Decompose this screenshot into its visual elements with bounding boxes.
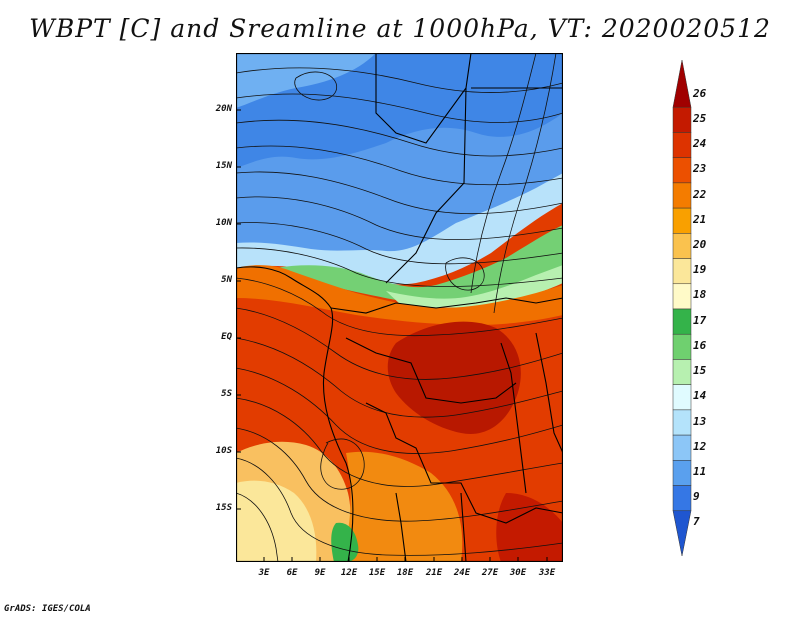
colorbar-cell xyxy=(672,333,692,360)
colorbar-label: 15 xyxy=(693,364,707,378)
field-green-band xyxy=(276,225,563,303)
border-group xyxy=(236,53,563,562)
colorbar-cell xyxy=(672,182,692,209)
colorbar-cell xyxy=(672,384,692,411)
map-panel xyxy=(235,52,564,563)
streamline xyxy=(236,93,563,123)
chart-title: WBPT [C] and Sreamline at 1000hPa, VT: 2… xyxy=(29,14,771,43)
lon-tick-33e: 33E xyxy=(538,568,556,578)
field-orange-south xyxy=(341,451,463,562)
streamline xyxy=(236,492,279,562)
streamline-eddy xyxy=(445,257,485,291)
field-pale-southwest xyxy=(236,480,317,562)
colorbar-label: 25 xyxy=(693,111,707,125)
colorbar-label: 18 xyxy=(693,288,707,302)
streamline xyxy=(236,119,563,157)
country-border xyxy=(385,87,467,284)
colorbar-cell xyxy=(672,434,692,461)
country-border xyxy=(535,332,563,454)
lat-tick-10n: 10N xyxy=(215,218,232,228)
lon-tick-9e: 9E xyxy=(314,568,326,578)
streamline xyxy=(236,247,563,287)
colorbar-label: 9 xyxy=(693,490,700,504)
streamline xyxy=(493,53,557,314)
field-pale-green xyxy=(386,265,563,308)
streamline xyxy=(236,307,563,380)
field-orange-north xyxy=(236,265,563,325)
streamline xyxy=(236,196,563,241)
lat-tick-15s: 15S xyxy=(215,503,232,513)
colorbar-label: 19 xyxy=(693,263,707,277)
colorbar-label: 14 xyxy=(693,389,707,403)
streamline-eddy xyxy=(320,438,365,490)
colorbar-cell xyxy=(672,283,692,310)
colorbar-cell xyxy=(672,359,692,385)
streamline xyxy=(236,427,563,522)
streamline xyxy=(236,222,563,265)
country-border xyxy=(365,402,563,524)
lat-tick-15n: 15N xyxy=(215,161,232,171)
colorbar-arrow-top xyxy=(672,60,692,108)
map-frame xyxy=(235,52,564,563)
country-border xyxy=(375,53,472,144)
colorbar-cell xyxy=(672,485,692,512)
field-transition xyxy=(236,173,563,285)
lon-tick-6e: 6E xyxy=(286,568,298,578)
lat-tick-10s: 10S xyxy=(215,446,232,456)
colorbar-label: 22 xyxy=(693,187,707,201)
lon-tick-30e: 30E xyxy=(509,568,527,578)
colorbar-cell xyxy=(672,258,692,285)
colorbar-label: 13 xyxy=(693,414,707,428)
lat-tick-eq: EQ xyxy=(221,332,232,342)
streamline-eddy xyxy=(294,71,338,101)
lon-tick-12e: 12E xyxy=(340,568,358,578)
country-border xyxy=(345,337,517,404)
streamline xyxy=(236,457,563,556)
colorbar-cell xyxy=(672,157,692,184)
colorbar xyxy=(672,60,692,557)
wbpt-field-map xyxy=(235,52,564,563)
lat-tick-20n: 20N xyxy=(215,104,232,114)
country-border xyxy=(460,492,467,562)
colorbar-cell xyxy=(672,308,692,335)
colorbar-label: 16 xyxy=(693,338,707,352)
lon-tick-3e: 3E xyxy=(258,568,270,578)
colorbar-arrow-bottom xyxy=(672,510,692,557)
colorbar-cell xyxy=(672,409,692,436)
colorbar-cell xyxy=(672,106,692,133)
colorbar-label: 12 xyxy=(693,439,707,453)
coastline xyxy=(236,266,354,562)
streamline xyxy=(236,67,563,93)
grads-credit: GrADS: IGES/COLA xyxy=(4,604,91,614)
lake-border xyxy=(500,342,527,494)
colorbar-label: 7 xyxy=(693,515,700,529)
colorbar-label: 20 xyxy=(693,237,707,251)
lat-tick-5n: 5N xyxy=(221,275,232,285)
colorbar-label: 24 xyxy=(693,137,707,151)
colorbar-cell xyxy=(672,132,692,158)
colorbar-cell xyxy=(672,460,692,486)
streamline xyxy=(236,171,563,215)
streamline xyxy=(236,367,563,454)
streamline xyxy=(236,277,563,337)
country-border xyxy=(395,492,407,562)
streamline xyxy=(236,397,563,487)
lat-tick-5s: 5S xyxy=(221,389,232,399)
lon-tick-27e: 27E xyxy=(481,568,499,578)
lon-tick-18e: 18E xyxy=(396,568,414,578)
lon-tick-21e: 21E xyxy=(425,568,443,578)
lon-tick-24e: 24E xyxy=(453,568,471,578)
colorbar-cells xyxy=(672,60,692,557)
colorbar-label: 21 xyxy=(693,212,707,226)
country-border xyxy=(330,297,563,314)
colorbar-label: 17 xyxy=(693,313,707,327)
colorbar-label: 11 xyxy=(693,464,707,478)
colorbar-label: 23 xyxy=(693,162,707,176)
colorbar-cell xyxy=(672,233,692,259)
colorbar-cell xyxy=(672,207,692,234)
colorbar-label: 26 xyxy=(693,86,707,100)
streamline xyxy=(236,145,563,186)
streamline xyxy=(470,53,537,294)
lon-tick-15e: 15E xyxy=(368,568,386,578)
